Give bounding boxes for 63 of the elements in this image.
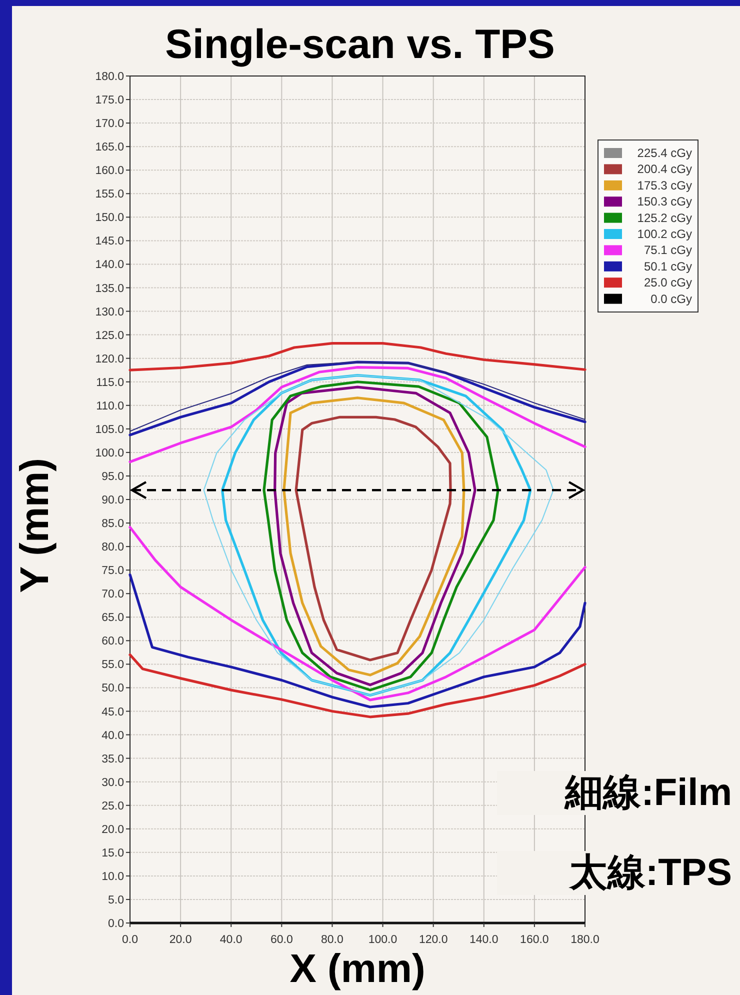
y-tick-label: 75.0 <box>102 565 124 578</box>
y-tick-label: 65.0 <box>102 612 124 624</box>
x-tick-label: 80.0 <box>321 934 344 946</box>
chart-title: Single-scan vs. TPS <box>165 21 555 67</box>
y-tick-label: 125.0 <box>95 330 124 342</box>
y-tick-label: 160.0 <box>95 165 124 178</box>
y-tick-label: 175.0 <box>95 94 124 107</box>
y-tick-label: 30.0 <box>102 776 124 789</box>
y-tick-label: 120.0 <box>95 353 124 366</box>
x-tick-label: 0.0 <box>122 934 138 946</box>
y-tick-label: 35.0 <box>102 753 124 766</box>
y-tick-label: 15.0 <box>102 847 124 860</box>
y-tick-label: 170.0 <box>95 118 124 130</box>
y-tick-label: 80.0 <box>102 542 124 554</box>
y-tick-label: 70.0 <box>102 588 124 601</box>
x-tick-label: 160.0 <box>520 934 549 946</box>
x-tick-label: 100.0 <box>368 934 398 946</box>
y-tick-label: 115.0 <box>96 376 124 389</box>
y-tick-label: 150.0 <box>95 212 124 224</box>
annotation: 太線:TPS <box>568 852 732 894</box>
y-tick-label: 5.0 <box>108 894 124 906</box>
y-tick-label: 145.0 <box>95 236 124 248</box>
y-tick-label: 155.0 <box>95 188 124 201</box>
legend-label: 75.1 cGy <box>644 243 692 258</box>
y-tick-label: 100.0 <box>95 447 124 460</box>
legend-label: 125.2 cGy <box>637 210 692 225</box>
legend-label: 50.1 cGy <box>644 259 692 274</box>
y-tick-label: 45.0 <box>102 706 124 718</box>
y-tick-label: 105.0 <box>95 424 124 436</box>
y-tick-label: 0.0 <box>108 918 124 930</box>
line-series <box>129 362 586 432</box>
legend-label: 100.2 cGy <box>637 227 692 241</box>
x-tick-label: 40.0 <box>220 934 242 946</box>
y-tick-label: 130.0 <box>95 306 124 318</box>
y-tick-label: 20.0 <box>102 824 124 836</box>
y-tick-label: 10.0 <box>102 870 124 883</box>
y-tick-label: 85.0 <box>102 518 124 530</box>
y-tick-label: 95.0 <box>102 470 124 483</box>
legend-label: 225.4 cGy <box>637 146 692 160</box>
x-axis-title: X (mm) <box>290 947 426 991</box>
y-tick-label: 165.0 <box>95 142 124 154</box>
legend-label: 200.4 cGy <box>637 162 692 176</box>
legend-label: 25.0 cGy <box>644 276 692 290</box>
legend-label: 150.3 cGy <box>637 194 692 209</box>
y-tick-label: 110.0 <box>96 400 124 412</box>
y-tick-label: 135.0 <box>95 282 124 295</box>
y-tick-label: 25.0 <box>102 800 124 812</box>
legend-label: 0.0 cGy <box>650 292 692 306</box>
y-tick-label: 140.0 <box>95 259 124 272</box>
y-tick-label: 60.0 <box>102 636 124 648</box>
y-tick-label: 180.0 <box>95 71 124 84</box>
legend-label: 175.3 cGy <box>637 178 692 192</box>
x-tick-label: 60.0 <box>270 934 293 946</box>
x-tick-label: 180.0 <box>570 934 600 946</box>
x-tick-label: 20.0 <box>169 934 192 946</box>
y-tick-label: 55.0 <box>102 659 124 672</box>
y-tick-label: 40.0 <box>102 730 124 742</box>
y-tick-label: 90.0 <box>102 494 124 507</box>
x-tick-label: 120.0 <box>418 934 448 946</box>
y-tick-label: 50.0 <box>102 682 124 695</box>
y-axis-title: Y (mm) <box>13 458 57 593</box>
x-tick-label: 140.0 <box>470 934 498 946</box>
annotation: 細線:Film <box>564 772 732 814</box>
